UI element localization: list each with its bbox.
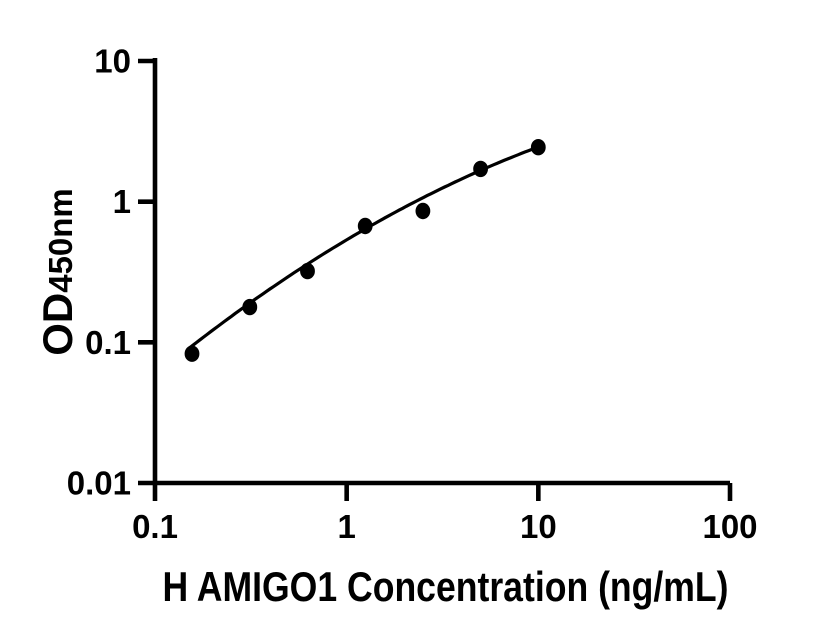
data-point: [415, 202, 431, 220]
y-axis-title: OD450nm: [34, 188, 81, 356]
x-tick-label: 0.1: [132, 508, 178, 545]
x-tick-label: 1: [337, 508, 355, 545]
data-point: [357, 217, 373, 235]
y-tick-label: 0.01: [67, 465, 131, 502]
data-point: [300, 262, 315, 280]
data-point: [184, 345, 200, 362]
data-point: [530, 139, 546, 156]
y-axis-title-main: OD: [34, 293, 81, 356]
x-tick-label: 10: [520, 508, 557, 545]
y-tick-label: 0.1: [85, 324, 131, 361]
axes-frame: [152, 58, 730, 486]
y-tick-label: 1: [113, 183, 131, 220]
fit-curve: [187, 145, 541, 350]
x-axis-title: H AMIGO1 Concentration (ng/mL): [163, 563, 729, 610]
y-tick-label: 10: [94, 43, 131, 80]
data-point: [242, 298, 258, 316]
data-point: [473, 160, 488, 178]
x-tick-label: 100: [702, 508, 757, 545]
y-axis-title-sub: 450nm: [42, 188, 79, 293]
